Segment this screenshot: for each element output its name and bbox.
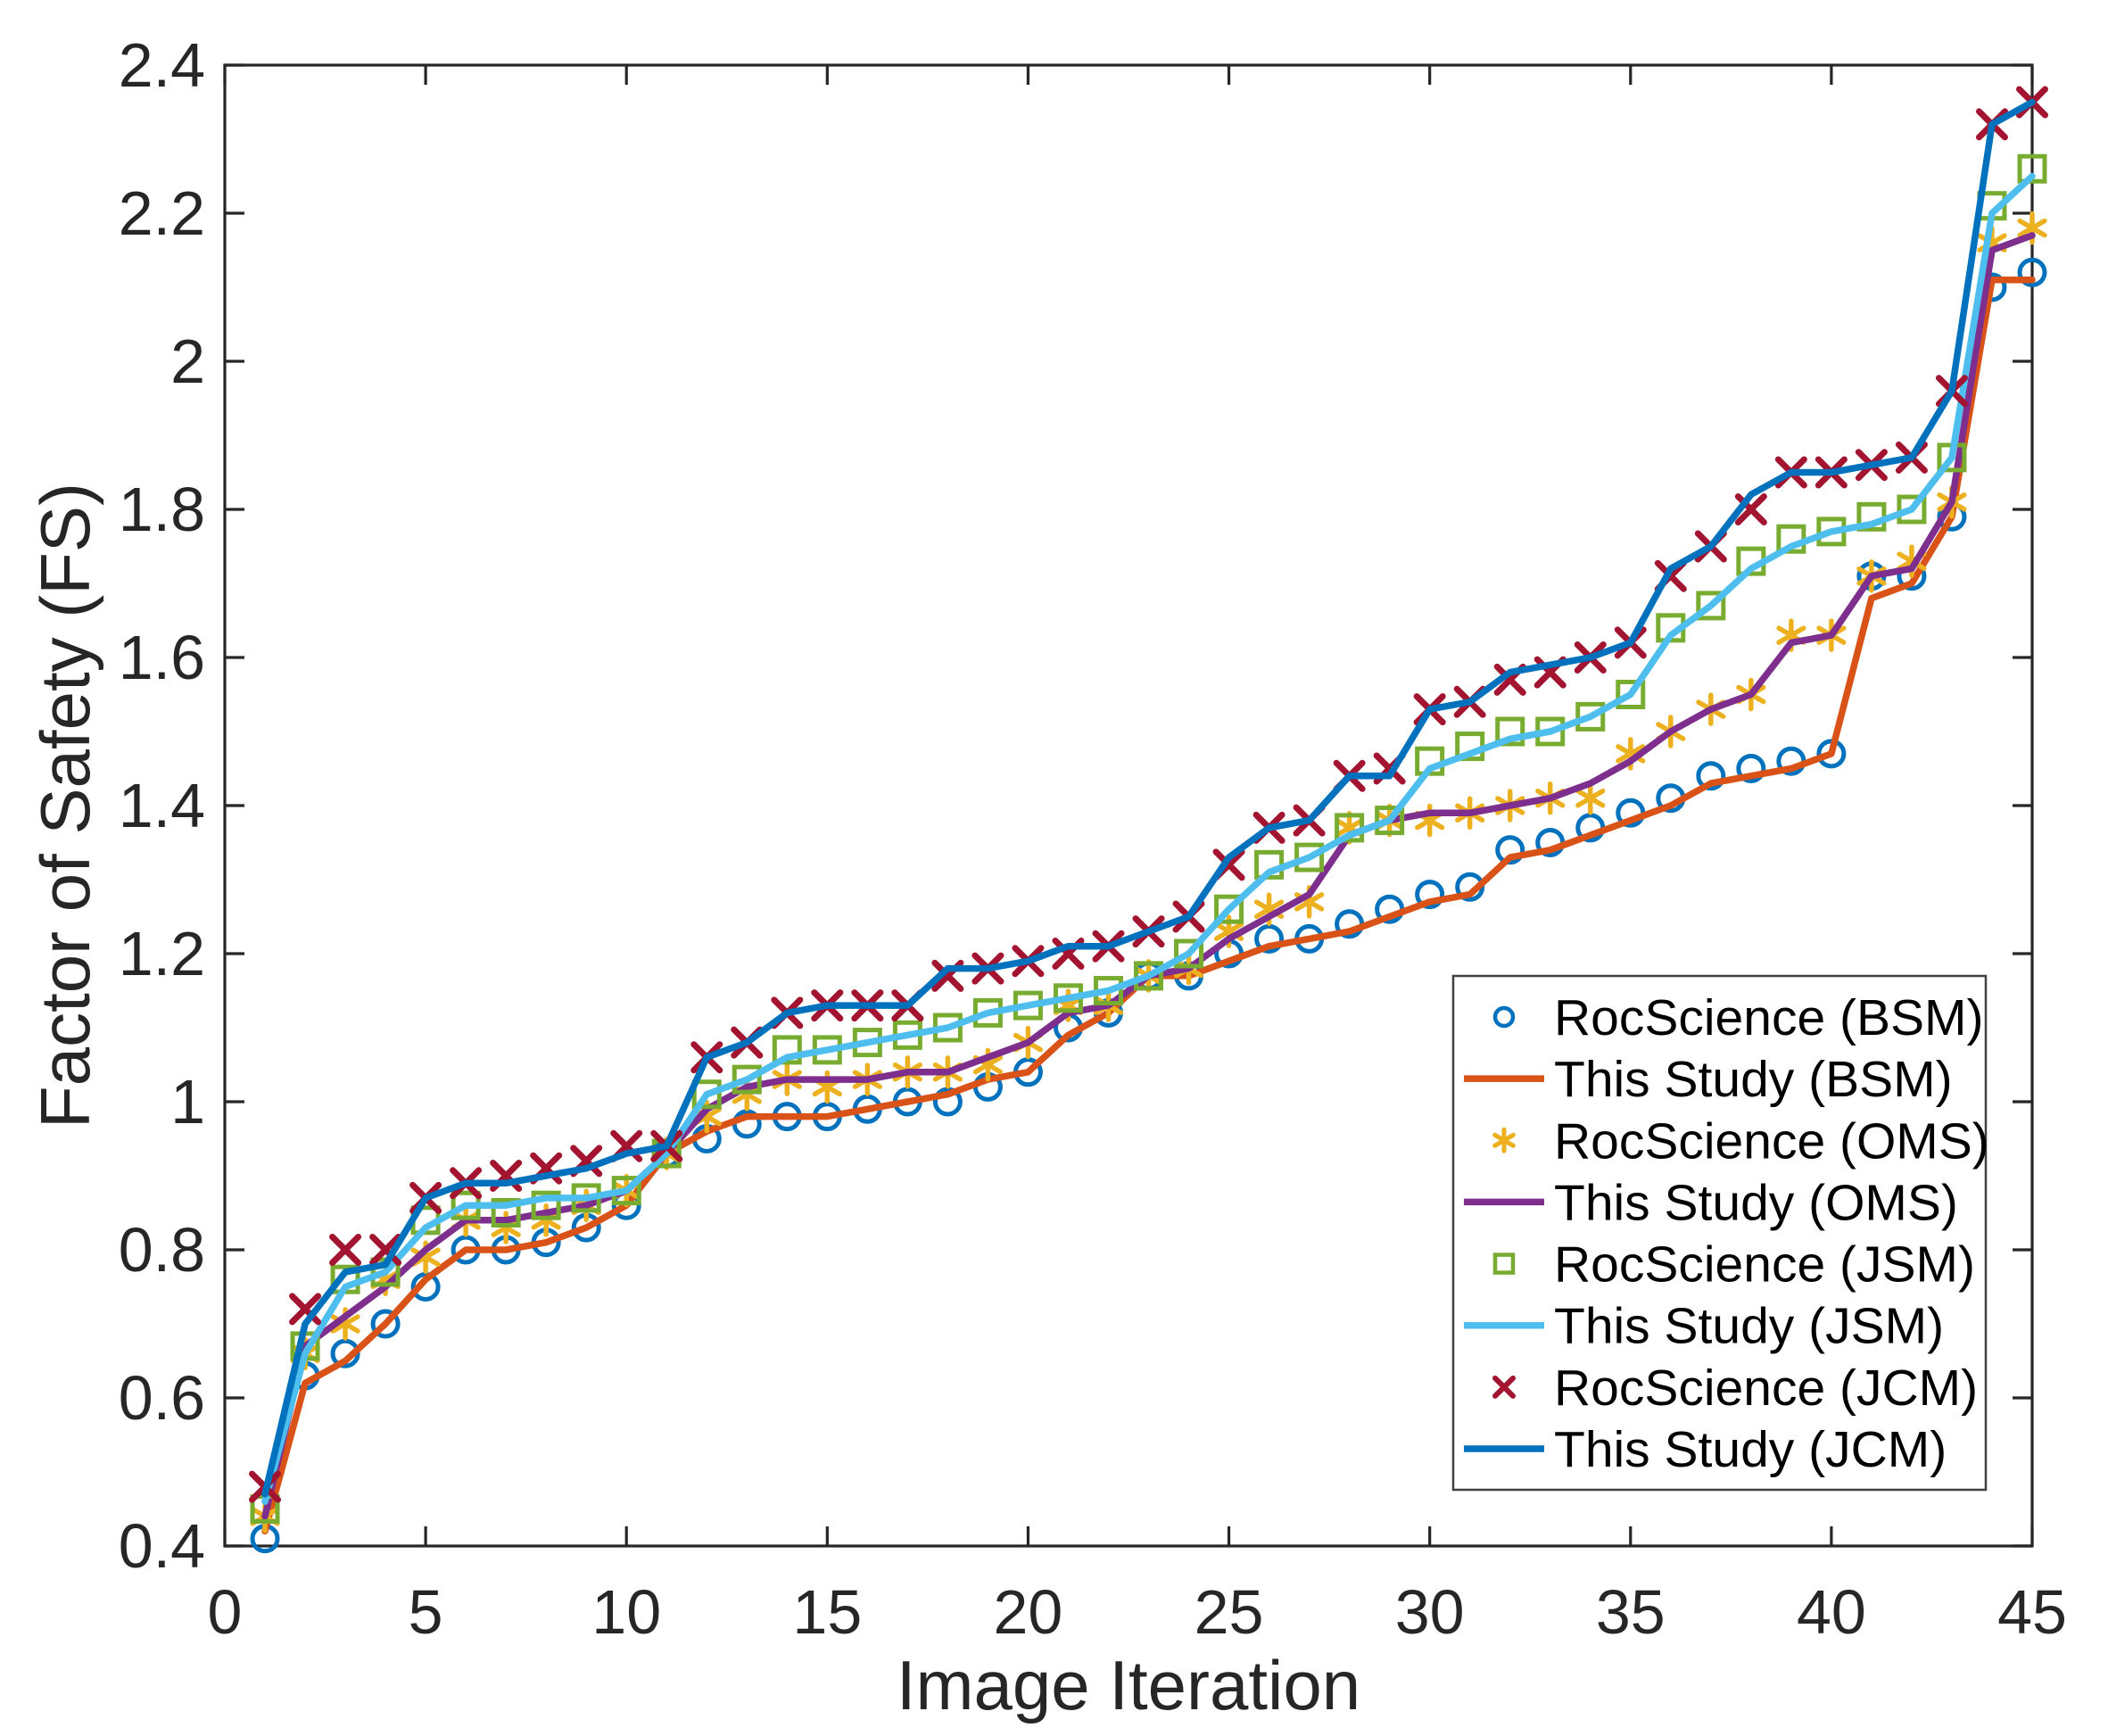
rocscience-jsm-marker [1616,680,1646,709]
legend-sample-rocscience-jcm [1492,1375,1516,1399]
x-tick-label: 40 [1797,1577,1866,1647]
rocscience-jcm-marker [329,1234,362,1266]
x-tick-label: 25 [1195,1577,1264,1647]
legend-entry-rocscience-bsm: RocScience (BSM) [1492,989,1983,1046]
y-tick-labels: 0.4 0.6 0.8 1 1.2 1.4 1.6 1.8 2 2.2 2.4 [119,30,205,1581]
y-tick-label: 2.2 [119,178,205,248]
legend-entry-this-study-bsm: This Study (BSM) [1464,1051,1953,1108]
y-tick-label: 1.4 [119,771,205,840]
rocscience-jsm-marker [1294,842,1325,872]
rocscience-jsm-marker [1897,494,1927,525]
x-tick-label: 30 [1395,1577,1465,1647]
rocscience-jsm-marker [1575,701,1606,732]
x-tick-label: 45 [1997,1577,2067,1647]
legend-entry-rocscience-oms: RocScience (OMS) [1492,1112,1989,1170]
y-tick-label: 2 [170,327,205,396]
legend-label-rocscience-jcm: RocScience (JCM) [1554,1360,1978,1417]
rocscience-jsm-marker [1134,961,1164,991]
legend-label-this-study-bsm: This Study (BSM) [1554,1051,1953,1108]
axis-ticks [223,63,2034,1548]
legend-label-rocscience-oms: RocScience (OMS) [1554,1112,1989,1170]
legend-label-rocscience-jsm: RocScience (JSM) [1554,1236,1975,1294]
rocscience-bsm-marker [1736,754,1766,783]
legend-entry-this-study-oms: This Study (OMS) [1464,1174,1958,1231]
legend-entry-this-study-jsm: This Study (JSM) [1464,1298,1944,1355]
legend-label-this-study-jsm: This Study (JSM) [1554,1298,1944,1355]
rocscience-jsm-marker [1214,894,1244,924]
rocscience-jsm-marker [1495,716,1525,747]
y-tick-label: 1.2 [119,919,205,988]
y-tick-label: 0.6 [119,1363,205,1433]
rocscience-bsm-marker [2017,257,2047,287]
rocscience-bsm-marker [932,1087,963,1117]
y-tick-label: 0.4 [119,1511,205,1581]
rocscience-jsm-marker [1375,806,1405,836]
rocscience-bsm-marker [370,1309,401,1339]
rocscience-jsm-marker [1174,938,1204,969]
legend-label-this-study-oms: This Study (OMS) [1554,1174,1958,1231]
rocscience-bsm-marker [1696,761,1726,791]
rocscience-jsm-marker [2017,153,2047,184]
rocscience-bsm-marker [1415,880,1445,910]
series-layer [249,86,2048,1554]
this-study-jsm-line [261,172,2036,1505]
rocscience-oms-marker [1575,781,1606,815]
x-tick-label: 10 [591,1577,661,1647]
rocscience-bsm-marker [1495,835,1525,865]
series-this-study-jcm [261,98,2036,1498]
rocscience-jsm-marker [491,1198,521,1228]
x-tick-label: 35 [1596,1577,1666,1647]
rocscience-bsm-marker [1254,923,1285,954]
rocscience-jsm-marker [732,1064,762,1095]
rocscience-jsm-marker [1696,591,1726,621]
x-tick-labels: 0 5 10 15 20 25 30 35 40 45 [208,1577,2067,1647]
legend: RocScience (BSM)This Study (BSM)RocScien… [1451,974,1989,1492]
y-tick-label: 1.6 [119,623,205,692]
x-tick-label: 20 [994,1577,1063,1647]
y-tick-label: 1 [170,1067,205,1137]
y-tick-label: 2.4 [119,30,205,100]
y-tick-label: 0.8 [119,1215,205,1285]
legend-sample-rocscience-jsm [1492,1252,1516,1275]
legend-label-this-study-jcm: This Study (JCM) [1554,1421,1947,1478]
x-axis-label: Image Iteration [897,1646,1360,1724]
series-this-study-jsm [261,172,2036,1505]
rocscience-jsm-marker [772,1035,802,1065]
legend-entry-this-study-jcm: This Study (JCM) [1464,1421,1947,1478]
x-tick-label: 0 [208,1577,243,1647]
y-tick-label: 1.8 [119,475,205,544]
rocscience-jsm-marker [691,1079,722,1110]
legend-box [1451,974,1988,1492]
rocscience-bsm-marker [410,1272,441,1302]
legend-sample-rocscience-oms [1492,1127,1516,1153]
x-tick-label: 5 [409,1577,443,1647]
y-axis-label: Factor of Safety (FS) [26,483,104,1128]
rocscience-jcm-marker [369,1234,402,1266]
this-study-jcm-line [261,98,2036,1498]
rocscience-jsm-marker [531,1190,561,1220]
legend-entry-rocscience-jcm: RocScience (JCM) [1492,1360,1978,1417]
legend-label-rocscience-bsm: RocScience (BSM) [1554,989,1983,1046]
legend-sample-rocscience-bsm [1492,1005,1516,1029]
x-tick-label: 15 [792,1577,862,1647]
legend-entry-rocscience-jsm: RocScience (JSM) [1492,1236,1975,1294]
